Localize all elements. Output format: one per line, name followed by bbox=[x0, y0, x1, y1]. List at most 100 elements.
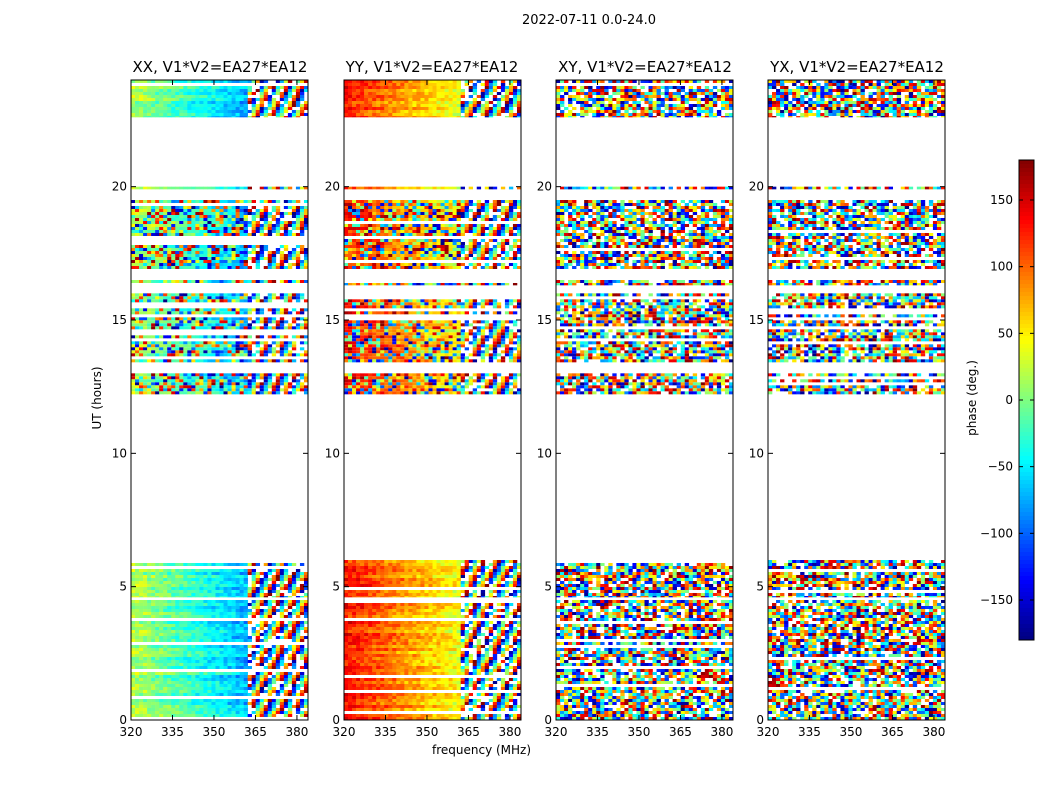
phase-cell bbox=[139, 391, 144, 395]
phase-cell bbox=[171, 257, 176, 260]
phase-cell bbox=[263, 218, 269, 221]
phase-cell bbox=[476, 627, 482, 630]
phase-cell bbox=[291, 263, 297, 266]
phase-cell bbox=[163, 98, 168, 101]
phase-cell bbox=[207, 347, 212, 351]
phase-cell bbox=[219, 572, 224, 575]
phase-cell bbox=[287, 630, 293, 633]
phase-cell bbox=[299, 603, 305, 606]
phase-cell bbox=[364, 654, 369, 657]
phase-cell bbox=[183, 699, 188, 702]
phase-cell bbox=[163, 347, 168, 351]
phase-cell bbox=[199, 630, 204, 633]
phase-cell bbox=[259, 254, 265, 257]
phase-cell bbox=[219, 113, 224, 116]
phase-cell bbox=[404, 633, 409, 636]
phase-cell bbox=[203, 212, 208, 215]
phase-cell bbox=[231, 621, 236, 624]
phase-cell bbox=[456, 657, 461, 660]
phase-cell bbox=[255, 245, 261, 248]
phase-cell bbox=[211, 104, 216, 107]
phase-cell bbox=[131, 690, 136, 693]
phase-cell bbox=[291, 206, 297, 209]
phase-cell bbox=[404, 603, 409, 606]
phase-cell bbox=[235, 224, 240, 227]
phase-cell bbox=[227, 251, 232, 254]
phase-cell bbox=[255, 672, 261, 675]
phase-cell bbox=[416, 624, 421, 627]
phase-cell bbox=[279, 581, 285, 584]
phase-cell bbox=[179, 347, 184, 351]
phase-cell bbox=[143, 636, 148, 639]
phase-cell bbox=[291, 657, 297, 660]
phase-cell bbox=[231, 639, 236, 642]
phase-cell bbox=[259, 681, 265, 684]
phase-cell bbox=[480, 612, 486, 615]
phase-cell bbox=[171, 581, 176, 584]
phase-cell bbox=[171, 353, 176, 357]
phase-cell bbox=[143, 590, 148, 593]
phase-cell bbox=[151, 218, 156, 221]
phase-cell bbox=[135, 344, 140, 348]
phase-cell bbox=[271, 569, 277, 572]
phase-cell bbox=[259, 257, 265, 260]
phase-cell bbox=[299, 113, 305, 116]
phase-cell bbox=[167, 382, 172, 386]
phase-cell bbox=[139, 615, 144, 618]
phase-cell bbox=[303, 212, 309, 215]
phase-cell bbox=[199, 596, 204, 598]
phase-cell bbox=[287, 711, 293, 714]
phase-cell bbox=[480, 645, 486, 648]
phase-cell bbox=[191, 215, 196, 218]
phase-cell bbox=[187, 350, 192, 354]
phase-cell bbox=[267, 308, 273, 312]
phase-cell bbox=[179, 584, 184, 587]
phase-cell bbox=[239, 699, 244, 702]
phase-cell bbox=[295, 621, 301, 624]
phase-cell bbox=[452, 621, 457, 624]
phase-cell bbox=[227, 672, 232, 675]
phase-cell bbox=[131, 714, 136, 717]
phase-cell bbox=[147, 248, 152, 251]
phase-cell bbox=[191, 320, 196, 324]
phase-cell bbox=[219, 230, 224, 233]
phase-cell bbox=[151, 714, 156, 717]
phase-cell bbox=[175, 116, 180, 118]
phase-cell bbox=[203, 353, 208, 357]
phase-cell bbox=[227, 708, 232, 711]
phase-cell bbox=[207, 687, 212, 690]
phase-cell bbox=[151, 581, 156, 584]
phase-cell bbox=[203, 627, 208, 630]
phase-cell bbox=[207, 89, 212, 92]
phase-cell bbox=[295, 266, 301, 269]
phase-cell bbox=[151, 612, 156, 615]
phase-cell bbox=[267, 612, 273, 615]
phase-cell bbox=[243, 376, 248, 380]
phase-cell bbox=[291, 572, 297, 575]
phase-cell bbox=[219, 218, 224, 221]
phase-cell bbox=[444, 663, 449, 666]
phase-cell bbox=[227, 596, 232, 598]
phase-cell bbox=[279, 630, 285, 633]
phase-cell bbox=[199, 385, 204, 389]
phase-cell bbox=[360, 630, 365, 633]
phase-cell bbox=[199, 326, 204, 330]
phase-cell bbox=[135, 373, 140, 377]
phase-cell bbox=[259, 359, 265, 363]
phase-cell bbox=[496, 633, 502, 636]
phase-cell bbox=[468, 633, 474, 636]
phase-cell bbox=[191, 373, 196, 377]
phase-cell bbox=[179, 311, 184, 315]
phase-cell bbox=[171, 320, 176, 324]
phase-cell bbox=[275, 609, 281, 612]
phase-cell bbox=[436, 663, 441, 666]
phase-cell bbox=[211, 326, 216, 330]
phase-cell bbox=[159, 590, 164, 593]
phase-cell bbox=[380, 645, 385, 648]
phase-cell bbox=[287, 702, 293, 705]
phase-cell bbox=[420, 630, 425, 633]
phase-cell bbox=[287, 230, 293, 233]
phase-cell bbox=[364, 666, 369, 669]
phase-cell bbox=[219, 578, 224, 581]
phase-cell bbox=[496, 609, 502, 612]
